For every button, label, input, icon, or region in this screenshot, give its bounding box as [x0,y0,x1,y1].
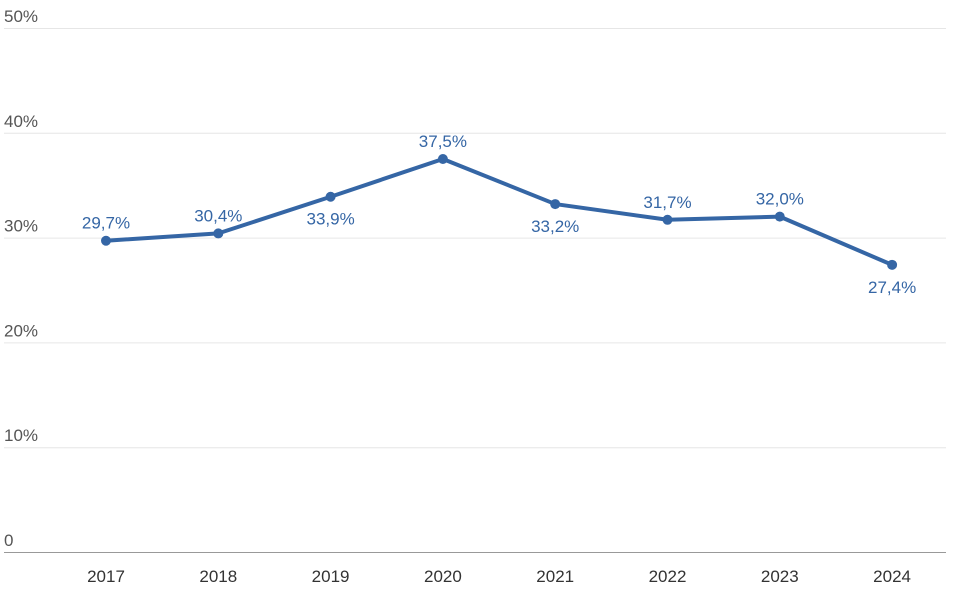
y-tick-label: 40% [4,112,38,131]
data-labels: 29,7% 30,4% 33,9% 37,5% 33,2% 31,7% 32,0% 27,4% [82,132,916,297]
x-tick-label: 2024 [873,567,911,586]
data-point [774,211,785,222]
series-line [104,157,895,267]
data-label: 33,2% [531,217,579,236]
data-label: 33,9% [306,210,354,229]
y-tick-label: 50% [4,7,38,26]
data-label: 27,4% [868,278,916,297]
data-label: 37,5% [419,132,467,151]
data-point [887,259,898,270]
x-tick-label: 2023 [761,567,799,586]
y-tick-label: 10% [4,426,38,445]
x-axis-ticks: 2017 2018 2019 2020 2021 2022 2023 2024 [87,567,911,586]
x-tick-label: 2019 [312,567,350,586]
x-tick-label: 2020 [424,567,462,586]
y-tick-label: 30% [4,217,38,236]
data-point [437,154,448,164]
data-point [213,228,224,239]
x-tick-label: 2018 [199,567,237,586]
data-label: 32,0% [756,190,804,209]
x-tick-label: 2017 [87,567,125,586]
x-tick-label: 2021 [536,567,574,586]
data-label: 31,7% [643,193,691,212]
data-label: 30,4% [194,206,242,225]
data-point [550,199,561,210]
data-point [662,214,673,225]
gridlines [4,28,946,553]
data-point [101,235,111,246]
series-layer [101,154,898,270]
y-axis-ticks: 0 10% 20% 30% 40% 50% [4,7,38,550]
y-tick-label: 0 [4,531,13,550]
data-label: 29,7% [82,214,130,233]
data-point [325,191,336,202]
y-tick-label: 20% [4,321,38,340]
x-tick-label: 2022 [649,567,687,586]
